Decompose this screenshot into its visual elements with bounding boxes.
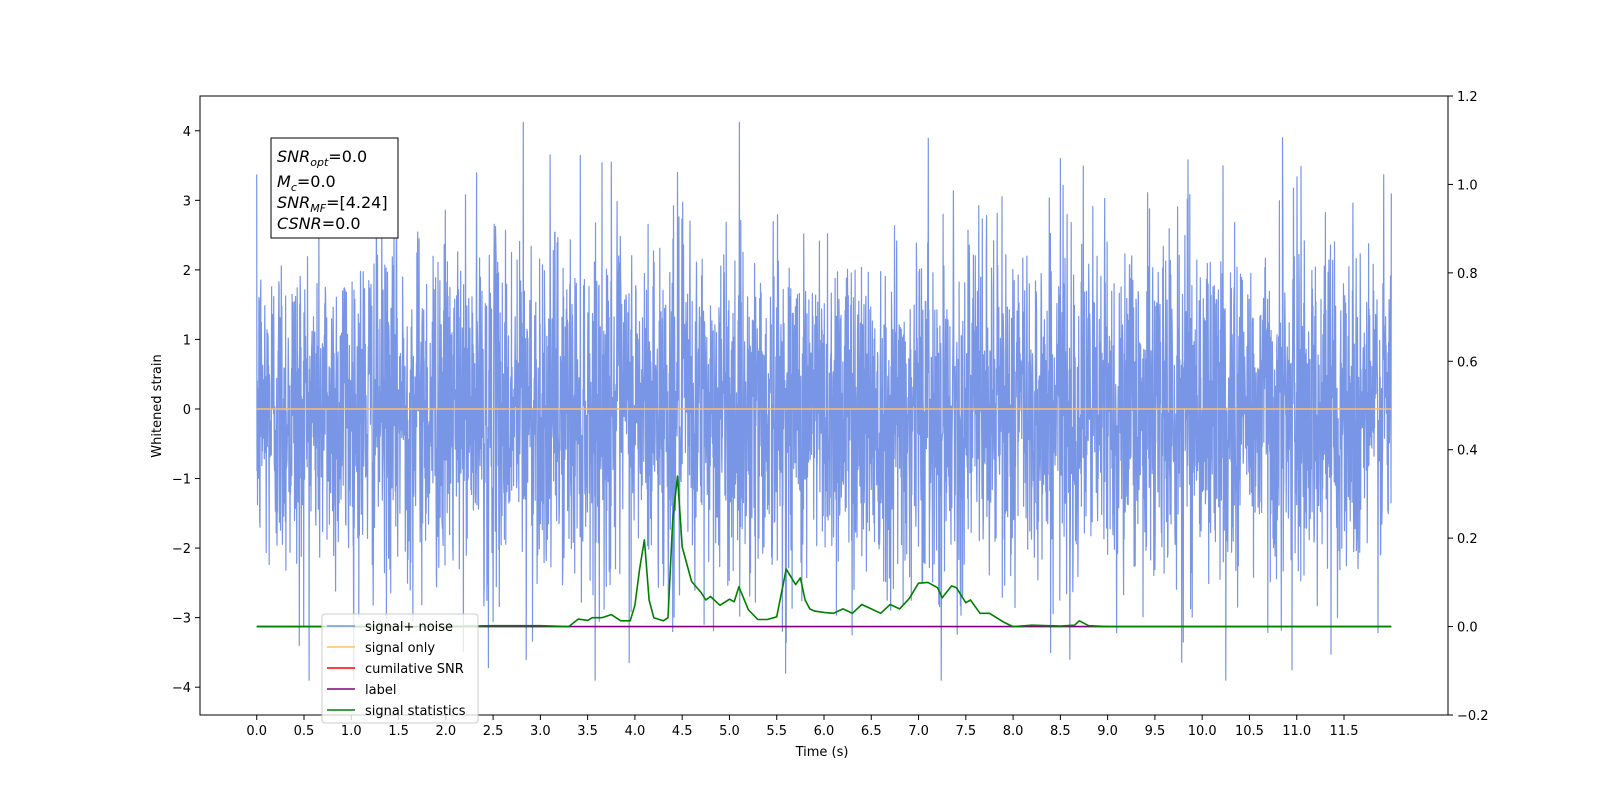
- x-tick-label: 0.0: [246, 724, 267, 739]
- stats-box: SNRopt=0.0 Mc=0.0 SNRMF=[4.24] CSNR=0.0: [270, 137, 399, 239]
- signal-noise-line: [256, 121, 1392, 681]
- x-tick-label: 1.0: [341, 724, 362, 739]
- y-right-tick-label: 0.2: [1457, 532, 1478, 547]
- y-left-tick-label: −4: [172, 681, 191, 696]
- y-right-tick-label: 1.0: [1457, 178, 1478, 193]
- stats-csnr: CSNR=0.0: [277, 214, 361, 233]
- x-tick-label: 3.5: [577, 724, 598, 739]
- y-left-tick-label: 2: [183, 264, 191, 279]
- x-tick-label: 8.5: [1050, 724, 1071, 739]
- stats-snr-opt: SNRopt=0.0: [277, 147, 367, 169]
- y-right-tick-label: −0.2: [1457, 709, 1489, 724]
- x-tick-label: 4.5: [672, 724, 693, 739]
- y-axis-left-label: Whitened strain: [150, 354, 165, 457]
- y-left-tick-label: −1: [172, 473, 191, 488]
- legend-label-signal-only: signal only: [365, 641, 435, 656]
- y-left-tick-label: 4: [183, 125, 191, 140]
- y-right-tick-label: 0.6: [1457, 355, 1478, 370]
- x-axis-ticks: 0.0 0.5 1.0 1.5 2.0 2.5 3.0 3.5 4.0 4.5 5.0 5.5 6.0 6…: [246, 715, 1358, 739]
- y-right-tick-label: 0.0: [1457, 621, 1478, 636]
- x-tick-label: 5.5: [766, 724, 787, 739]
- x-tick-label: 5.0: [719, 724, 740, 739]
- y-left-tick-label: −2: [172, 542, 191, 557]
- x-tick-label: 7.0: [908, 724, 929, 739]
- x-tick-label: 8.0: [1003, 724, 1024, 739]
- x-tick-label: 9.0: [1097, 724, 1118, 739]
- x-tick-label: 6.5: [861, 724, 882, 739]
- y-left-tick-label: 3: [183, 194, 191, 209]
- y-axis-right-ticks: 1.2 1.0 0.8 0.6 0.4 0.2 0.0 −0.2: [1448, 90, 1489, 724]
- x-tick-label: 11.0: [1282, 724, 1311, 739]
- y-left-tick-label: −3: [172, 612, 191, 627]
- x-tick-label: 10.0: [1188, 724, 1217, 739]
- y-axis-left-ticks: 4 3 2 1 0 −1 −2 −3 −4: [172, 125, 200, 696]
- legend-label-signal-noise: signal+ noise: [365, 620, 453, 635]
- legend-label-signal-statistics: signal statistics: [365, 704, 466, 719]
- signal-statistics-line: [256, 475, 1392, 628]
- signal-noise-series: [256, 121, 1392, 681]
- y-left-tick-label: 1: [183, 333, 191, 348]
- legend-label-label: label: [365, 683, 396, 698]
- x-tick-label: 10.5: [1235, 724, 1264, 739]
- x-tick-label: 1.5: [388, 724, 409, 739]
- x-axis-label: Time (s): [795, 745, 849, 760]
- legend-label-cumulative-snr: cumilative SNR: [365, 662, 464, 677]
- y-left-tick-label: 0: [183, 403, 191, 418]
- stats-box-frame: [270, 137, 399, 239]
- x-tick-label: 3.0: [530, 724, 551, 739]
- x-tick-label: 9.5: [1145, 724, 1166, 739]
- x-tick-label: 4.0: [625, 724, 646, 739]
- stats-snr-mf: SNRMF=[4.24]: [277, 193, 388, 215]
- x-tick-label: 7.5: [955, 724, 976, 739]
- legend: signal+ noise signal only cumilative SNR…: [321, 613, 479, 724]
- y-right-tick-label: 1.2: [1457, 90, 1478, 105]
- x-tick-label: 6.0: [814, 724, 835, 739]
- y-right-tick-label: 0.8: [1457, 267, 1478, 282]
- y-right-tick-label: 0.4: [1457, 444, 1478, 459]
- stats-mc: Mc=0.0: [277, 172, 336, 194]
- x-tick-label: 2.0: [435, 724, 456, 739]
- x-tick-label: 2.5: [483, 724, 504, 739]
- x-tick-label: 11.5: [1330, 724, 1359, 739]
- legend-frame: [321, 613, 479, 724]
- x-tick-label: 0.5: [294, 724, 315, 739]
